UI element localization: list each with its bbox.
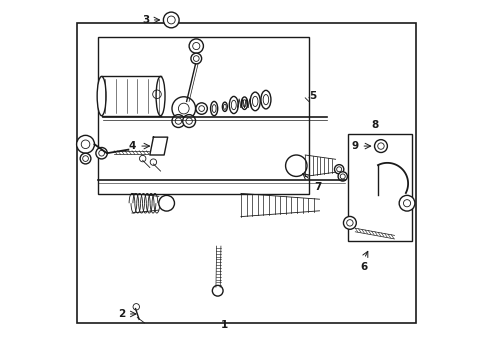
Circle shape <box>212 285 223 296</box>
Circle shape <box>167 16 175 24</box>
Ellipse shape <box>97 76 106 116</box>
Ellipse shape <box>156 76 164 116</box>
Circle shape <box>337 172 346 181</box>
Text: 9: 9 <box>351 141 358 151</box>
Text: 2: 2 <box>118 309 125 319</box>
Polygon shape <box>149 137 167 155</box>
Ellipse shape <box>212 105 216 112</box>
Circle shape <box>80 153 91 164</box>
Ellipse shape <box>263 95 268 105</box>
Circle shape <box>82 156 88 161</box>
Circle shape <box>183 114 195 127</box>
Text: 1: 1 <box>221 320 228 330</box>
Text: 3: 3 <box>142 15 149 25</box>
Text: 5: 5 <box>309 91 316 101</box>
Circle shape <box>374 140 386 153</box>
Circle shape <box>285 155 306 176</box>
Circle shape <box>196 103 207 114</box>
Circle shape <box>81 140 90 149</box>
Circle shape <box>189 39 203 53</box>
Circle shape <box>185 118 192 124</box>
Text: 4: 4 <box>128 141 135 151</box>
Text: 8: 8 <box>370 120 378 130</box>
Circle shape <box>193 56 199 62</box>
Ellipse shape <box>250 92 260 111</box>
Circle shape <box>172 97 195 120</box>
Circle shape <box>175 118 181 124</box>
Circle shape <box>190 53 201 64</box>
Circle shape <box>96 148 107 159</box>
Ellipse shape <box>252 96 258 107</box>
Ellipse shape <box>229 96 238 113</box>
Circle shape <box>403 200 410 207</box>
Bar <box>77 23 415 323</box>
Circle shape <box>343 216 356 229</box>
Ellipse shape <box>210 102 217 116</box>
Circle shape <box>178 103 189 114</box>
Circle shape <box>340 174 345 179</box>
Text: 6: 6 <box>360 262 367 272</box>
Circle shape <box>346 220 352 226</box>
Circle shape <box>198 106 204 111</box>
Text: 7: 7 <box>313 182 321 192</box>
Circle shape <box>398 195 414 211</box>
Ellipse shape <box>241 97 247 109</box>
Circle shape <box>334 165 343 174</box>
Ellipse shape <box>222 102 227 111</box>
Ellipse shape <box>231 100 236 110</box>
Circle shape <box>377 143 384 149</box>
Bar <box>98 37 308 194</box>
Circle shape <box>163 12 179 28</box>
Circle shape <box>159 195 174 211</box>
Circle shape <box>172 114 184 127</box>
Ellipse shape <box>242 100 246 107</box>
Circle shape <box>99 150 104 156</box>
Bar <box>347 134 411 241</box>
Circle shape <box>192 42 200 50</box>
Ellipse shape <box>223 104 226 109</box>
Circle shape <box>336 167 341 172</box>
Ellipse shape <box>261 90 270 109</box>
Circle shape <box>77 135 94 153</box>
